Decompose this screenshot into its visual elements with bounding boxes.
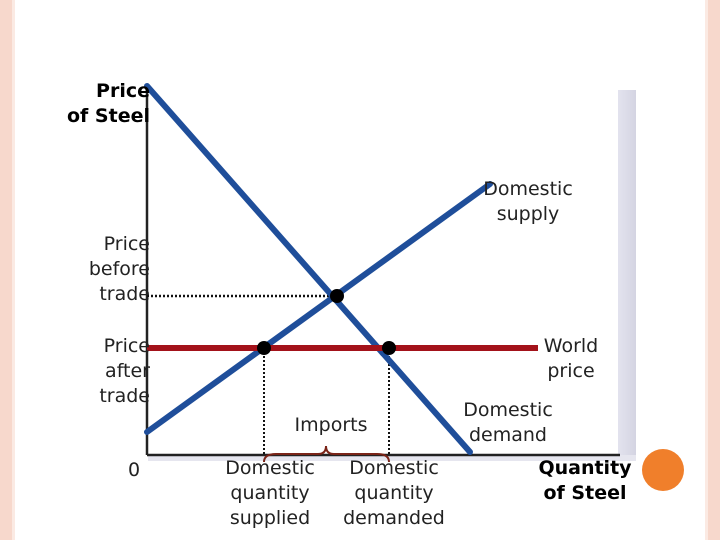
domestic-demand-label: Domestic demand — [448, 398, 568, 448]
domestic-equilibrium-point — [330, 289, 344, 303]
slide-border-right-inner — [705, 0, 708, 540]
quantity-axis-label-line1: Quantity — [538, 457, 632, 479]
plot-area-shadow-bottom — [148, 455, 636, 461]
accent-circle — [642, 449, 684, 491]
price-axis-label-line1: Price — [96, 80, 150, 102]
imports-brace — [263, 445, 390, 463]
price-before-trade-label-line1: Price — [103, 233, 150, 255]
price-axis-label-line2: of Steel — [67, 105, 150, 127]
quantity-axis-label-line2: of Steel — [543, 482, 627, 504]
price-before-trade-label-line3: trade — [99, 283, 150, 305]
imports-label: Imports — [294, 414, 368, 436]
domestic-demand-line — [144, 83, 473, 455]
world-price-label-line1: World — [543, 335, 599, 357]
price-after-trade-label-line3: trade — [99, 385, 150, 407]
domestic-supply-label-line2: supply — [496, 203, 560, 225]
price-after-trade-label: Price after trade — [50, 334, 150, 409]
price-before-trade-label: Price before trade — [50, 232, 150, 307]
quantity-supplied-label-line2: quantity — [230, 482, 310, 504]
quantity-supplied-point — [257, 341, 271, 355]
origin-label: 0 — [128, 459, 141, 481]
slide-border-right — [708, 0, 720, 540]
plot-area-shadow — [618, 90, 636, 455]
domestic-demand-label-line2: demand — [468, 424, 547, 446]
price-axis-label: Price of Steel — [50, 79, 150, 129]
world-price-label-line2: price — [547, 360, 595, 382]
domestic-demand-label-line1: Domestic — [463, 399, 553, 421]
slide-border-left — [0, 0, 12, 540]
quantity-demanded-label-line1: Domestic — [349, 457, 439, 479]
quantity-axis-label: Quantity of Steel — [520, 456, 650, 506]
price-after-trade-label-line2: after — [105, 360, 150, 382]
price-before-trade-label-line2: before — [88, 258, 150, 280]
slide-border-left-inner — [12, 0, 15, 540]
quantity-supplied-label-line1: Domestic — [225, 457, 315, 479]
world-price-label: World price — [531, 334, 611, 384]
quantity-demanded-label: Domestic quantity demanded — [332, 456, 456, 531]
domestic-supply-line — [144, 181, 493, 435]
price-after-trade-label-line1: Price — [103, 335, 150, 357]
domestic-supply-label-line1: Domestic — [483, 178, 573, 200]
quantity-supplied-label: Domestic quantity supplied — [208, 456, 332, 531]
quantity-demanded-point — [382, 341, 396, 355]
quantity-demanded-label-line3: demanded — [343, 507, 445, 529]
quantity-supplied-label-line3: supplied — [229, 507, 311, 529]
quantity-demanded-label-line2: quantity — [354, 482, 434, 504]
domestic-supply-label: Domestic supply — [468, 177, 588, 227]
